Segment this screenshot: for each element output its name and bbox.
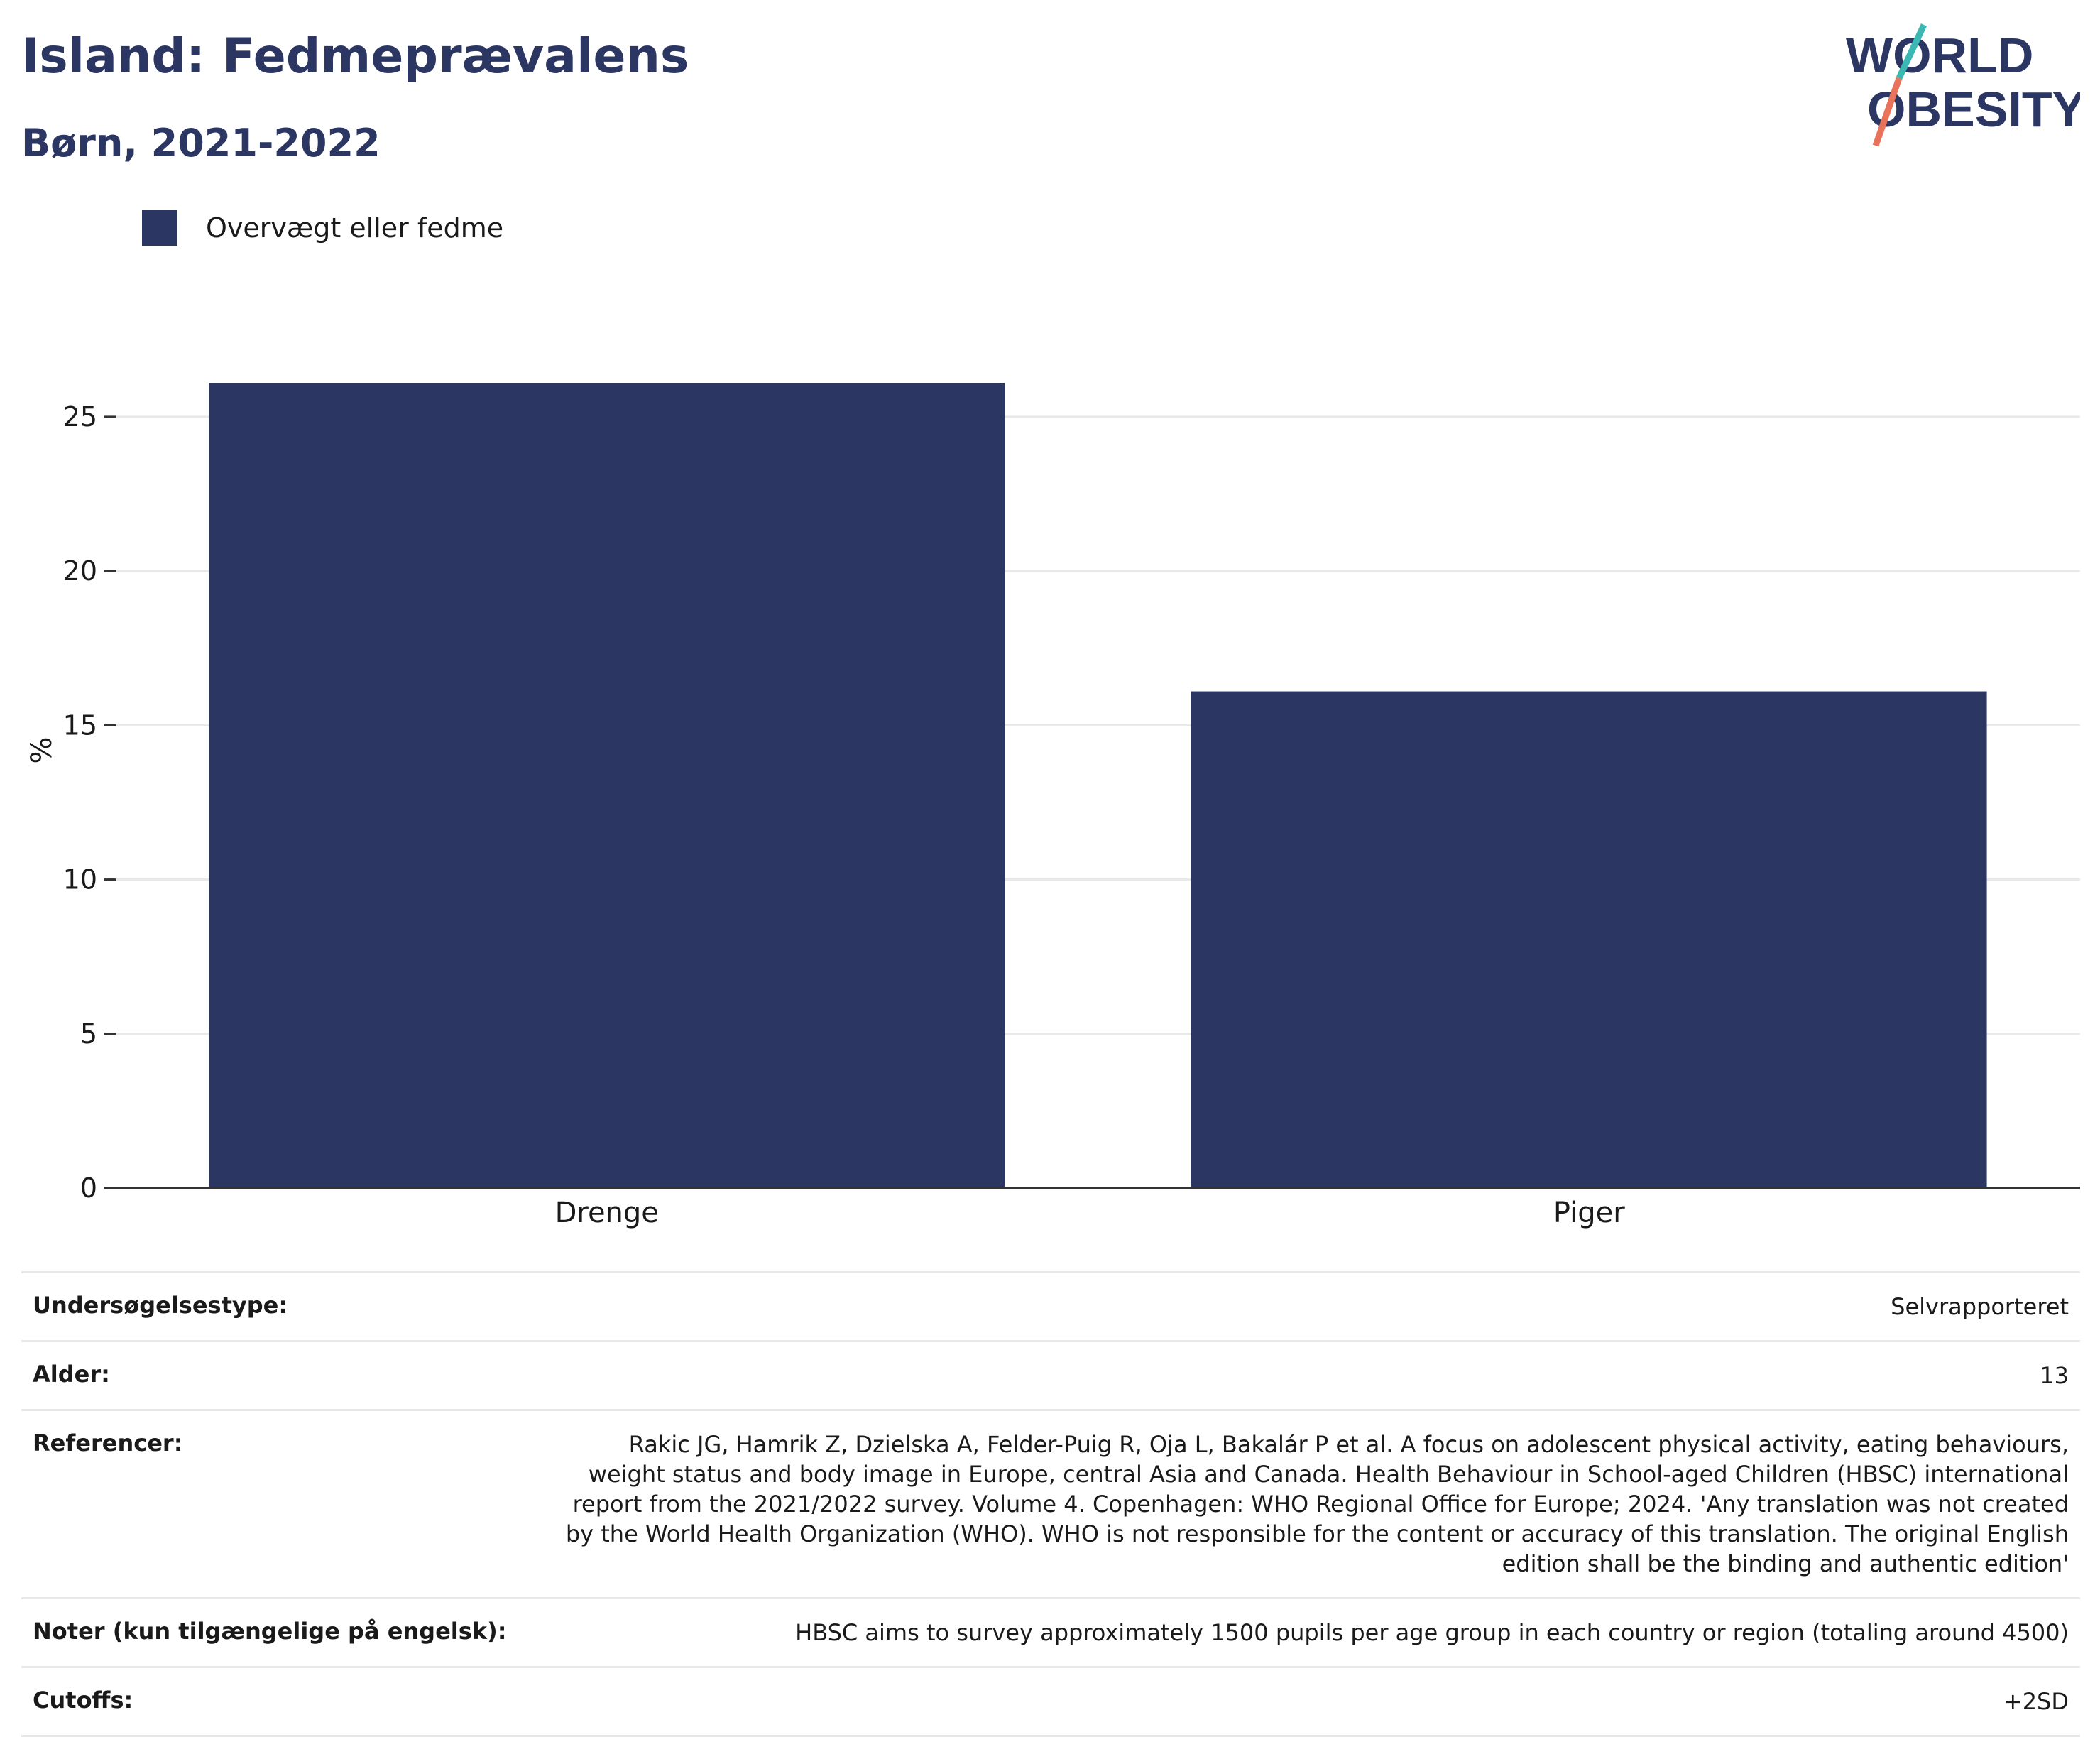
logo-line2: OBESITY [1867,82,2080,137]
metadata-key: Noter (kun tilgængelige på engelsk): [33,1618,507,1645]
metadata-value: Rakic JG, Hamrik Z, Dzielska A, Felder-P… [565,1431,2069,1577]
metadata-row: Referencer: Rakic JG, Hamrik Z, Dzielska … [21,1409,2080,1597]
x-tick-label: Drenge [555,1197,659,1229]
legend: Overvægt eller fedme [142,210,503,246]
y-tick-label: 20 [63,555,97,587]
chart-subtitle: Børn, 2021-2022 [21,121,381,165]
legend-swatch [142,210,177,246]
metadata-key: Undersøgelsestype: [33,1292,288,1319]
logo-line1: WORLD [1846,28,2033,83]
metadata-value: +2SD [2003,1688,2069,1715]
metadata-value: HBSC aims to survey approximately 1500 p… [795,1619,2069,1646]
y-tick-label: 5 [80,1018,97,1050]
bar-chart: 0 5 10 15 20 25% Drenge Piger [26,383,2080,1229]
y-tick-label: 0 [80,1172,97,1204]
logo-slash-teal [1896,23,1927,80]
metadata-value: 13 [2040,1362,2069,1389]
y-tick-label: 10 [63,864,97,895]
world-obesity-logo: WORLD OBESITY [1846,23,2080,147]
metadata-key: Cutoffs: [33,1687,133,1714]
metadata-table: Undersøgelsestype: Selvrapporteret Alder: 1… [21,1271,2080,1737]
y-axis-label: % [26,736,58,763]
metadata-key: Alder: [33,1361,110,1388]
y-tick-label: 15 [63,709,97,741]
y-tick-label: 25 [63,401,97,432]
metadata-value: Selvrapporteret [1891,1293,2069,1320]
metadata-row: Cutoffs: +2SD [21,1666,2080,1737]
bar [209,383,1005,1188]
legend-label: Overvægt eller fedme [206,212,504,244]
metadata-row: Noter (kun tilgængelige på engelsk): HBSC… [21,1597,2080,1666]
bar [1191,691,1987,1188]
metadata-key: Referencer: [33,1430,183,1456]
x-tick-label: Piger [1553,1197,1625,1229]
metadata-row: Alder: 13 [21,1340,2080,1409]
chart-title: Island: Fedmeprævalens [21,28,689,85]
logo-slash-coral [1872,77,1903,147]
metadata-row: Undersøgelsestype: Selvrapporteret [21,1271,2080,1340]
